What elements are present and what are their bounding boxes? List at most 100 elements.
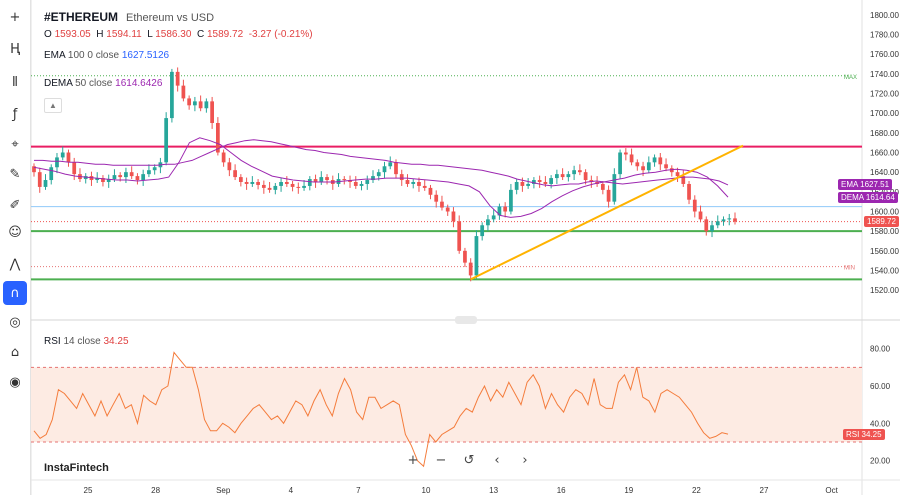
candle-body	[514, 182, 519, 190]
reset-button[interactable]: ↺	[463, 452, 475, 468]
candle-body	[618, 152, 622, 175]
candle-body	[612, 174, 617, 202]
eye-hide-icon[interactable]: ◎	[9, 314, 21, 330]
low-label: L	[147, 29, 153, 40]
ema-legend[interactable]: EMA 100 0 close 1627.5126	[44, 50, 169, 61]
brand-logo: InstaFintech	[44, 462, 109, 474]
scroll-left-button[interactable]: ‹	[494, 452, 500, 468]
low-value: 1586.30	[155, 29, 192, 40]
candle-body	[721, 219, 726, 222]
candle-body	[290, 183, 295, 187]
candle-body	[646, 162, 651, 171]
candle-body	[623, 152, 628, 155]
candle-body	[267, 187, 272, 190]
trend-line-icon[interactable]: Ⱨ	[10, 41, 20, 57]
rsi-tick-label: 60.00	[870, 382, 891, 391]
rsi-legend[interactable]: RSI 14 close 34.25	[44, 336, 129, 347]
candle-body	[210, 101, 214, 123]
measure-icon[interactable]: ⋀	[9, 256, 21, 272]
emoji-icon[interactable]: ☺	[8, 224, 22, 240]
collapse-legend-button[interactable]: ▲	[44, 98, 62, 113]
candle-body	[141, 174, 146, 181]
pane-resize-handle	[455, 316, 477, 324]
candle-body	[72, 162, 77, 175]
scroll-right-button[interactable]: ›	[522, 452, 528, 468]
candle-body	[440, 201, 444, 208]
candle-body	[216, 123, 220, 153]
candle-body	[434, 194, 439, 202]
candle-body	[486, 219, 490, 226]
candle-body	[49, 167, 54, 181]
ema-line	[34, 139, 729, 187]
pen-icon[interactable]: ✐	[9, 197, 21, 213]
candle-body	[405, 180, 410, 184]
rsi-tick-label: 80.00	[870, 345, 891, 354]
candle-body	[296, 186, 301, 188]
ema-price-badge: EMA 1627.51	[838, 178, 893, 190]
time-tick-label: 27	[760, 486, 769, 495]
candle-body	[37, 172, 42, 187]
candle-body	[641, 166, 645, 171]
candle-body	[198, 101, 203, 109]
symbol-title: #ETHEREUM	[44, 10, 119, 24]
candle-body	[692, 199, 697, 212]
dema-params: 50 close	[75, 78, 113, 89]
candle-body	[118, 175, 123, 178]
candle-body	[101, 178, 105, 182]
time-tick-label: 28	[151, 486, 160, 495]
candle-body	[451, 211, 456, 222]
candle-body	[233, 170, 237, 178]
candle-body	[238, 177, 243, 182]
candle-body	[480, 225, 485, 237]
dema-name: DEMA	[44, 78, 73, 89]
candle-body	[60, 152, 65, 158]
magnet-icon[interactable]: ∩	[3, 281, 27, 305]
crosshair-icon[interactable]: +	[9, 9, 21, 25]
candle-body	[365, 180, 370, 184]
candle-body	[256, 182, 260, 185]
rsi-value-badge: RSI 34.25	[843, 428, 885, 440]
formula-icon[interactable]: ƒ	[12, 106, 18, 122]
candle-body	[687, 183, 691, 200]
dema-line	[33, 137, 729, 218]
candle-body	[135, 176, 140, 181]
candle-body	[669, 168, 674, 173]
candle-body	[307, 179, 312, 186]
price-tick-label: 1600.00	[870, 208, 899, 217]
time-tick-label: 7	[356, 486, 361, 495]
candle-body	[710, 225, 714, 232]
price-tick-label: 1800.00	[870, 11, 899, 20]
camera-icon[interactable]: ◉	[9, 374, 21, 390]
dema-legend[interactable]: DEMA 50 close 1614.6426	[44, 78, 162, 89]
ohlc-legend: O 1593.05 H 1594.11 L 1586.30 C 1589.72 …	[44, 29, 313, 40]
ema-value: 1627.5126	[121, 50, 170, 61]
candle-body	[164, 118, 169, 163]
time-tick-label: 25	[84, 486, 93, 495]
candle-body	[55, 157, 59, 168]
candle-body	[152, 167, 157, 171]
rsi-value: 34.25	[103, 336, 129, 347]
candle-body	[106, 179, 111, 182]
lock-icon[interactable]: ⌂	[10, 344, 20, 360]
candle-body	[204, 101, 209, 109]
candle-body	[549, 178, 553, 184]
price-tick-label: 1760.00	[870, 50, 899, 59]
price-tick-label: 1700.00	[870, 109, 899, 118]
candle-body	[147, 170, 151, 175]
zoom-in-button[interactable]: +	[407, 452, 419, 468]
candle-body	[227, 162, 232, 171]
high-value: 1594.11	[106, 29, 142, 40]
candle-body	[325, 177, 329, 181]
candle-body	[658, 157, 663, 165]
ema-name: EMA	[44, 50, 66, 61]
candle-body	[302, 185, 306, 188]
node-icon[interactable]: ⌖	[11, 136, 19, 152]
zoom-out-button[interactable]: −	[435, 452, 447, 468]
brush-icon[interactable]: ✎	[9, 166, 21, 182]
fibonacci-icon[interactable]: ⦀	[12, 74, 18, 90]
candle-body	[261, 184, 266, 188]
candle-body	[537, 180, 542, 182]
candle-body	[503, 206, 508, 212]
candle-body	[273, 185, 278, 190]
